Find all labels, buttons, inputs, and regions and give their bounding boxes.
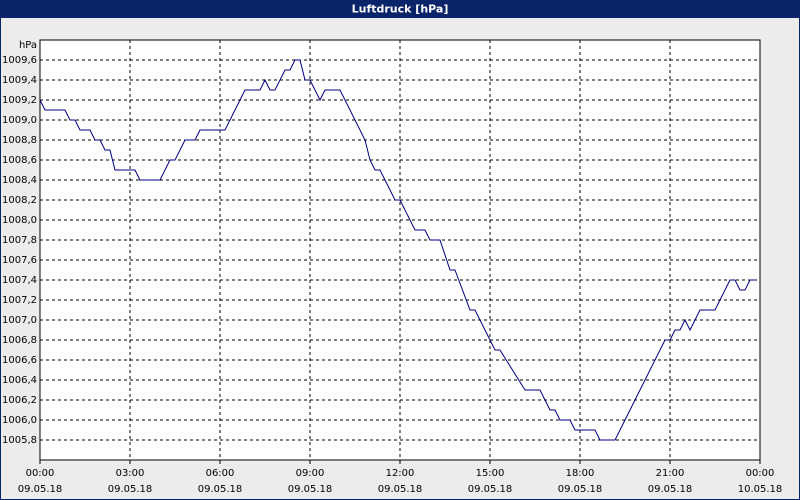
y-tick-label: 1008,8 <box>2 135 37 146</box>
y-tick-label: 1008,0 <box>2 215 37 226</box>
data-line <box>39 59 755 441</box>
x-tick-label: 09.05.18 <box>18 484 63 495</box>
x-tick-label: 09:00 <box>296 468 325 479</box>
chart-title: Luftdruck [hPa] <box>352 3 449 16</box>
y-tick-label: 1006,0 <box>2 415 37 426</box>
y-tick-label: 1007,4 <box>2 275 37 286</box>
y-tick-label: 1009,0 <box>2 115 37 126</box>
x-tick-label: 09.05.18 <box>558 484 603 495</box>
x-tick-label: 00:00 <box>746 468 775 479</box>
x-tick-label: 06:00 <box>206 468 235 479</box>
x-tick-label: 09.05.18 <box>108 484 153 495</box>
x-tick-label: 00:00 <box>26 468 55 479</box>
y-tick-label: 1008,4 <box>2 175 37 186</box>
y-tick-label: 1009,6 <box>2 55 37 66</box>
x-tick-label: 10.05.18 <box>738 484 783 495</box>
y-tick-label: 1009,4 <box>2 75 37 86</box>
y-tick-label: 1006,4 <box>2 375 37 386</box>
x-tick-label: 09.05.18 <box>468 484 513 495</box>
x-tick-label: 03:00 <box>116 468 145 479</box>
y-tick-label: 1007,2 <box>2 295 37 306</box>
x-tick-label: 09.05.18 <box>648 484 693 495</box>
y-tick-label: 1008,6 <box>2 155 37 166</box>
y-tick-label: 1006,8 <box>2 335 37 346</box>
y-tick-label: 1006,2 <box>2 395 37 406</box>
y-tick-label: 1007,8 <box>2 235 37 246</box>
x-tick-label: 18:00 <box>566 468 595 479</box>
y-tick-label: 1006,6 <box>2 355 37 366</box>
y-tick-label: 1009,2 <box>2 95 37 106</box>
y-tick-label: 1007,6 <box>2 255 37 266</box>
y-unit-label: hPa <box>19 40 37 51</box>
title-bar <box>0 0 800 18</box>
y-tick-label: 1005,8 <box>2 435 37 446</box>
x-tick-label: 09.05.18 <box>288 484 333 495</box>
y-tick-label: 1007,0 <box>2 315 37 326</box>
x-tick-label: 09.05.18 <box>378 484 423 495</box>
x-tick-label: 12:00 <box>386 468 415 479</box>
y-tick-label: 1008,2 <box>2 195 37 206</box>
x-tick-label: 21:00 <box>656 468 685 479</box>
x-tick-label: 15:00 <box>476 468 505 479</box>
x-tick-label: 09.05.18 <box>198 484 243 495</box>
